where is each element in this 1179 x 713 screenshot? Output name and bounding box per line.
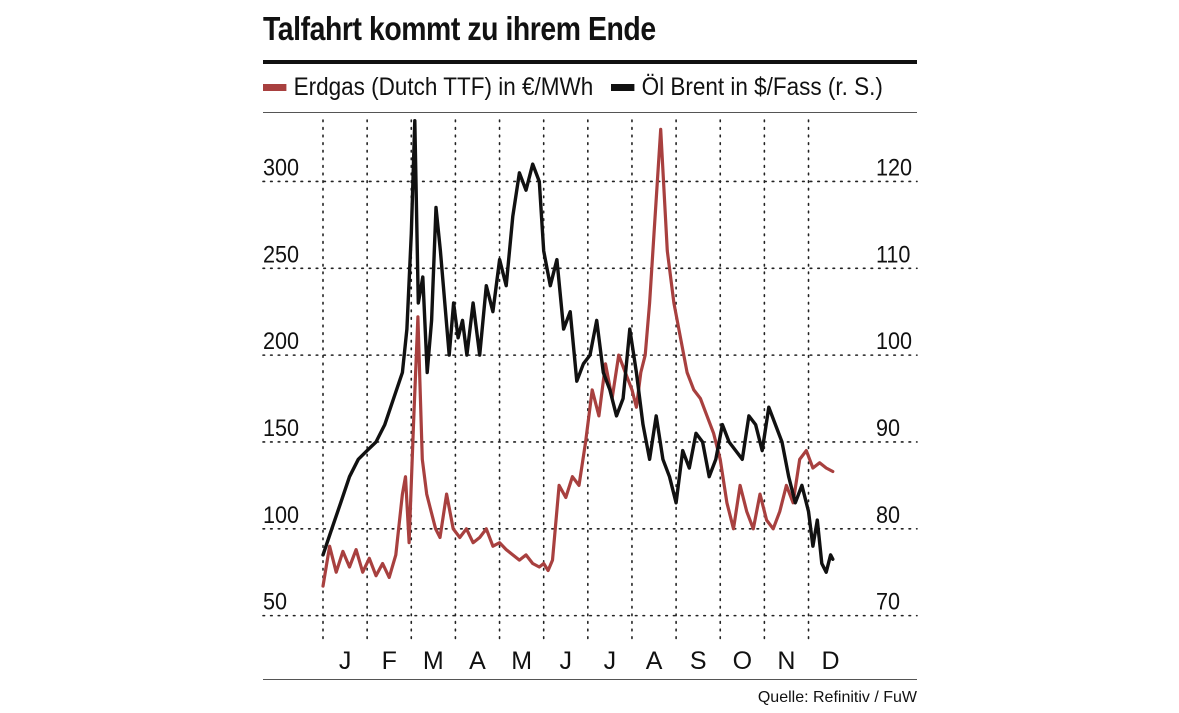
y-left-tick-label: 300	[263, 153, 299, 180]
x-tick-label: J	[604, 647, 617, 675]
legend-swatch-gas	[263, 84, 287, 91]
legend-item-oil: Öl Brent in $/Fass (r. S.)	[611, 73, 883, 102]
series-line-gas	[321, 127, 835, 588]
x-tick-label: S	[690, 647, 707, 675]
legend-swatch-oil	[611, 84, 635, 91]
x-tick-label: F	[382, 647, 397, 675]
x-tick-label: D	[822, 647, 840, 675]
y-right-tick-label: 120	[876, 153, 912, 180]
y-right-tick-label: 100	[876, 327, 912, 354]
x-tick-label: A	[646, 647, 663, 675]
y-left-tick-label: 50	[263, 588, 287, 615]
y-left-tick-label: 100	[263, 501, 299, 528]
footer-rule	[263, 679, 917, 680]
source-note: Quelle: Refinitiv / FuW	[757, 689, 917, 706]
y-right-tick-label: 110	[876, 240, 910, 267]
legend-rule	[263, 112, 917, 113]
title-rule	[263, 60, 917, 64]
x-tick-label: A	[469, 647, 486, 675]
x-tick-label: O	[733, 647, 752, 675]
x-tick-label: M	[423, 647, 444, 675]
chart-title: Talfahrt kommt zu ihrem Ende	[263, 10, 656, 47]
y-left-tick-label: 200	[263, 327, 299, 354]
y-left-tick-label: 250	[263, 240, 299, 267]
legend-label-gas: Erdgas (Dutch TTF) in €/MWh	[293, 73, 594, 101]
y-right-tick-label: 80	[876, 501, 900, 528]
legend: Erdgas (Dutch TTF) in €/MWh Öl Brent in …	[263, 70, 917, 110]
x-tick-label: N	[777, 647, 795, 675]
y-left-tick-label: 150	[263, 414, 299, 441]
series-line-oil	[321, 118, 835, 574]
legend-label-oil: Öl Brent in $/Fass (r. S.)	[641, 73, 883, 101]
y-right-tick-label: 70	[876, 588, 900, 615]
x-tick-label: J	[339, 647, 352, 675]
y-right-tick-label: 90	[876, 414, 900, 441]
x-tick-label: M	[511, 647, 532, 675]
legend-item-gas: Erdgas (Dutch TTF) in €/MWh	[263, 73, 593, 102]
x-tick-label: J	[560, 647, 573, 675]
